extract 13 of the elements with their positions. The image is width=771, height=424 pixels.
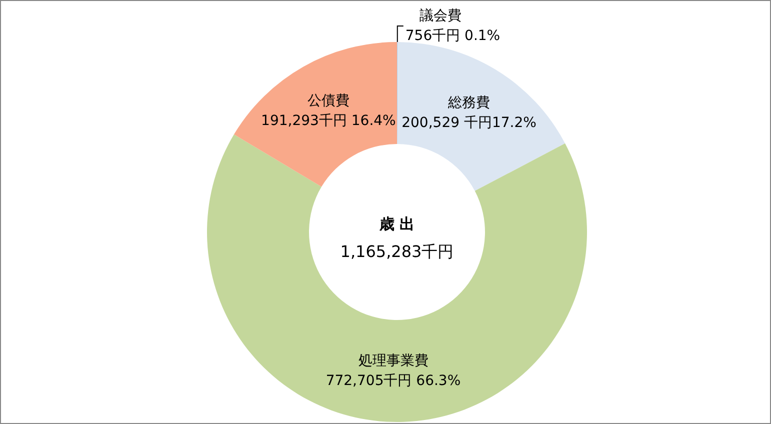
slice-label: 公債費: [307, 93, 350, 110]
text: 1,165,283千円: [340, 242, 454, 261]
donut-slice: [207, 134, 587, 422]
slice-label: 処理事業費: [358, 352, 428, 369]
data-label: 772,705千円 66.3%: [326, 372, 461, 389]
donut-slice: [397, 42, 566, 191]
data-label: 756千円 0.1%: [405, 28, 500, 44]
slice-label: 総務費: [447, 95, 490, 112]
donut-slice: [234, 42, 397, 187]
slice-label: 議会費: [419, 8, 462, 24]
data-label: 200,529 千円17.2%: [402, 115, 536, 132]
text: 歳 出: [378, 215, 415, 233]
data-label: 191,293千円 16.4%: [261, 113, 396, 130]
